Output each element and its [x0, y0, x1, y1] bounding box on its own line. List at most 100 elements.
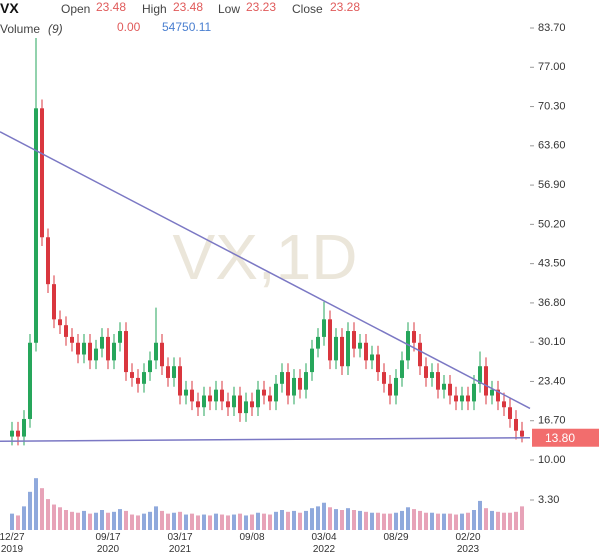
volume-bar	[22, 506, 26, 530]
y-tick-label: 30.10	[538, 336, 566, 348]
trendline	[0, 436, 531, 442]
candle-body	[238, 395, 242, 414]
volume-bar	[82, 510, 86, 530]
volume-value: 54750.11	[162, 20, 212, 34]
open-value: 23.48	[96, 0, 127, 14]
candle-body	[232, 395, 236, 408]
volume-bar	[448, 513, 452, 530]
volume-bar	[100, 510, 104, 530]
candle-body	[94, 348, 98, 361]
volume-bar	[178, 511, 182, 530]
last-price-label: 13.80	[545, 431, 575, 445]
candle-body	[352, 331, 356, 349]
volume-bar	[412, 509, 416, 530]
volume-bar	[64, 510, 68, 530]
volume-bar	[340, 510, 344, 530]
close-value: 23.28	[330, 0, 361, 14]
volume-bar	[328, 507, 332, 530]
volume-bar	[376, 512, 380, 530]
candle-body	[160, 342, 164, 367]
volume-bar	[262, 513, 266, 530]
volume-bar	[172, 512, 176, 530]
volume-bar	[454, 514, 458, 530]
close-label: Close	[292, 2, 323, 16]
volume-bar	[112, 511, 116, 530]
volume-bar	[10, 513, 14, 530]
volume-bar	[280, 510, 284, 530]
volume-bar	[46, 499, 50, 530]
candle-body	[514, 418, 518, 431]
volume-bar	[94, 512, 98, 530]
volume-bar	[184, 514, 188, 530]
volume-bar	[76, 512, 80, 530]
candle-body	[406, 331, 410, 361]
candle-body	[52, 284, 56, 320]
volume-bar	[40, 488, 44, 530]
candle-body	[34, 108, 38, 343]
y-tick-label: 56.90	[538, 179, 566, 191]
candle-body	[148, 360, 152, 373]
y-tick-label: 16.70	[538, 415, 566, 427]
volume-period: (9)	[48, 22, 63, 36]
volume-bar	[16, 515, 20, 530]
volume-bar	[424, 512, 428, 530]
volume-bar	[496, 511, 500, 530]
volume-bar	[370, 512, 374, 530]
candle-body	[100, 336, 104, 349]
candle-body	[442, 383, 446, 390]
candle-body	[166, 366, 170, 378]
volume-bar	[250, 514, 254, 530]
candle-body	[76, 342, 80, 355]
volume-bar	[406, 507, 410, 530]
volume-bar	[472, 510, 476, 530]
candle-body	[376, 354, 380, 373]
volume-bar	[70, 511, 74, 530]
y-tick-label: 50.20	[538, 218, 566, 230]
candle-body	[46, 237, 50, 285]
y-tick-label: 63.60	[538, 140, 566, 152]
volume-label: Volume	[0, 22, 41, 36]
volume-bar	[310, 508, 314, 530]
candle-body	[22, 418, 26, 437]
volume-bar	[118, 509, 122, 530]
volume-bar	[148, 511, 152, 530]
volume-bar	[382, 513, 386, 530]
volume-bar	[460, 513, 464, 530]
y-tick-label: 70.30	[538, 100, 566, 112]
volume-bar	[322, 502, 326, 530]
volume-bar	[298, 512, 302, 530]
candle-body	[472, 383, 476, 402]
candle-body	[370, 354, 374, 361]
candle-body	[256, 389, 260, 408]
watermark: VX,1D	[173, 221, 358, 293]
low-value: 23.23	[246, 0, 277, 14]
candle-body	[304, 372, 308, 390]
candle-body	[226, 401, 230, 408]
volume-bar	[520, 506, 524, 530]
candle-body	[274, 383, 278, 402]
candle-body	[112, 342, 116, 361]
volume-bar	[490, 510, 494, 530]
candle-body	[106, 336, 110, 361]
candle-body	[484, 366, 488, 396]
volume-bar	[274, 511, 278, 530]
volume-bar	[166, 513, 170, 530]
candle-body	[412, 331, 416, 343]
candle-body	[28, 342, 32, 419]
candle-body	[508, 407, 512, 419]
volume-bar	[334, 509, 338, 530]
candle-body	[466, 395, 470, 402]
candle-body	[394, 377, 398, 396]
x-tick-label: 12/27 2019	[0, 532, 25, 555]
volume-bar	[292, 510, 296, 530]
x-tick-label: 09/17 2020	[95, 532, 121, 555]
candle-body	[340, 336, 344, 367]
volume-bar	[106, 512, 110, 530]
volume-bar	[232, 514, 236, 530]
volume-bar	[364, 511, 368, 530]
candle-body	[136, 377, 140, 384]
candle-body	[262, 389, 266, 396]
volume-bar	[136, 515, 140, 530]
volume-bar	[130, 514, 134, 530]
candle-body	[454, 395, 458, 402]
